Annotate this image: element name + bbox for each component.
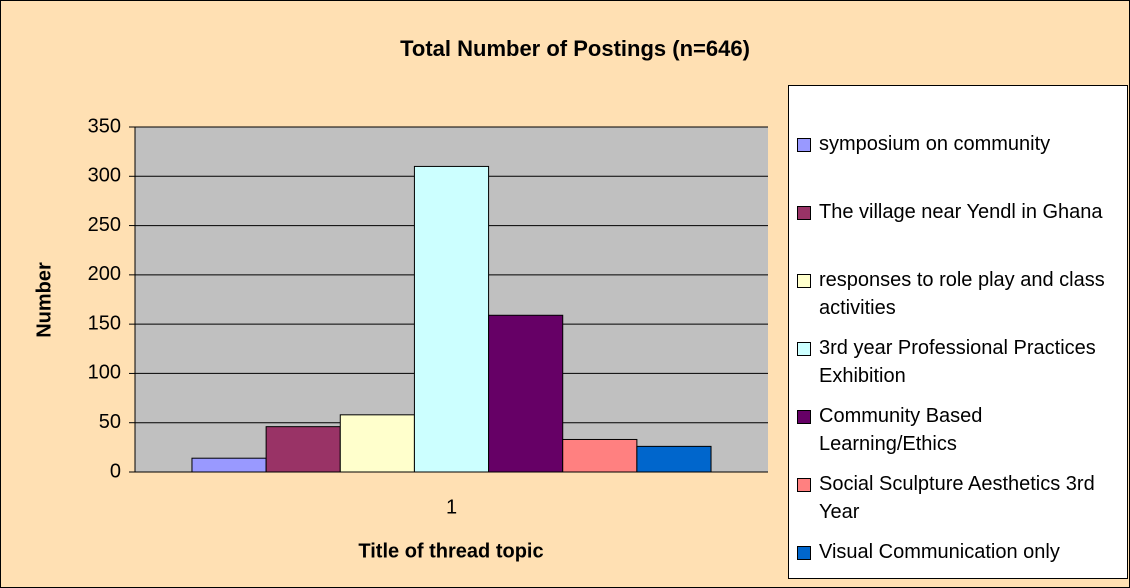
bar: [191, 457, 267, 473]
legend-swatch: [797, 274, 811, 288]
chart-title: Total Number of Postings (n=646): [400, 36, 750, 61]
legend-swatch: [797, 342, 811, 356]
y-tick-label: 150: [88, 312, 121, 334]
y-tick-label: 50: [99, 411, 121, 433]
legend-swatch: [797, 478, 811, 492]
legend-label: responses to role play and class activit…: [819, 269, 1105, 319]
y-tick-label: 300: [88, 165, 121, 187]
bar: [339, 414, 415, 473]
y-axis-label: Number: [33, 262, 55, 338]
legend-swatch: [797, 546, 811, 560]
y-tick-label: 250: [88, 214, 121, 236]
y-tick-label: 100: [88, 362, 121, 384]
legend-label: Community Based Learning/Ethics: [819, 405, 983, 455]
y-tick-label: 0: [110, 460, 121, 482]
legend-label: 3rd year Professional Practices Exhibiti…: [819, 337, 1096, 387]
y-tick-label: 200: [88, 263, 121, 285]
legend-label: Social Sculpture Aesthetics 3rd Year: [819, 473, 1095, 523]
bar: [562, 438, 638, 473]
legend-swatch: [797, 138, 811, 152]
legend-swatch: [797, 410, 811, 424]
bar: [488, 314, 564, 473]
x-tick-label: 1: [446, 496, 457, 518]
bar: [413, 165, 490, 473]
x-axis-label: Title of thread topic: [358, 540, 543, 562]
legend-label: symposium on community: [819, 133, 1051, 155]
legend: symposium on community The village near Y…: [788, 85, 1128, 579]
legend-swatch: [797, 206, 811, 220]
bar: [265, 426, 341, 473]
legend-label: Visual Communication only: [819, 541, 1060, 563]
legend-label: The village near Yendl in Ghana: [819, 201, 1103, 223]
y-tick-label: 350: [88, 115, 121, 137]
bar: [636, 445, 712, 473]
